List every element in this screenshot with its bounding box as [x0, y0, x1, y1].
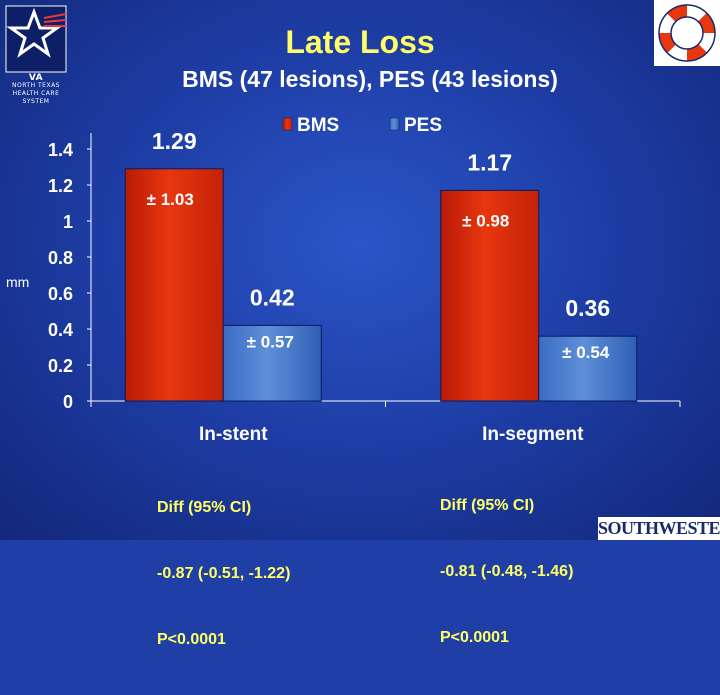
y-tick-label: 0.4 [48, 320, 73, 340]
diff-label: Diff (95% CI) [440, 497, 535, 514]
y-tick-label: 1.2 [48, 176, 73, 196]
bar-sd-label: ± 0.98 [462, 211, 509, 230]
va-logo-line: SYSTEM [22, 98, 50, 105]
va-logo: VA NORTH TEXAS HEALTH CARE SYSTEM [4, 4, 68, 116]
diff-annotation-in-segment: Diff (95% CI) -0.81 (-0.48, -1.46) P<0.0… [440, 451, 573, 693]
bar-chart: 0 0.2 0.4 0.6 0.8 1 1.2 1.4 mm 1.29 ± 1.03 0.42 ± 0.… [6, 115, 681, 445]
bar-value-label: 0.36 [565, 295, 610, 321]
y-tick-label: 0.6 [48, 284, 73, 304]
star-icon [5, 5, 67, 73]
y-axis-label: mm [6, 274, 29, 290]
diff-p-value: P<0.0001 [157, 631, 226, 648]
bar-value-label: 1.17 [467, 149, 512, 175]
legend-label-bms: BMS [297, 115, 339, 136]
x-tick-label: In-segment [482, 424, 584, 445]
va-logo-text: VA NORTH TEXAS HEALTH CARE SYSTEM [6, 74, 66, 106]
southwestern-logo: SOUTHWESTERN [598, 517, 720, 540]
y-tick-label: 1.4 [48, 140, 73, 160]
legend-swatch-pes [389, 117, 400, 131]
va-logo-line: NORTH TEXAS [11, 82, 60, 89]
bar-sd-label: ± 1.03 [147, 190, 194, 209]
bar-value-label: 1.29 [152, 128, 197, 154]
page-subtitle: BMS (47 lesions), PES (43 lesions) [182, 66, 558, 92]
legend-label-pes: PES [404, 115, 442, 136]
va-logo-line: HEALTH CARE [12, 90, 60, 97]
bar-bms-in-segment [440, 189, 540, 402]
bar-sd-label: ± 0.57 [247, 332, 294, 351]
diff-p-value: P<0.0001 [440, 629, 509, 646]
legend-swatch-bms [282, 117, 293, 131]
diff-annotation-in-stent: Diff (95% CI) -0.87 (-0.51, -1.22) P<0.0… [157, 453, 290, 695]
y-tick-label: 0.2 [48, 356, 73, 376]
va-logo-line: VA [28, 73, 44, 83]
diff-label: Diff (95% CI) [157, 499, 252, 516]
y-tick-label: 1 [63, 212, 73, 232]
diff-ci: -0.81 (-0.48, -1.46) [440, 563, 574, 580]
bar-sd-label: ± 0.54 [562, 343, 610, 362]
bar-pes-in-segment [538, 335, 638, 402]
lifebuoy-logo [654, 0, 720, 66]
bar-bms-in-stent [124, 168, 224, 402]
x-tick-label: In-stent [199, 424, 268, 445]
y-tick-label: 0.8 [48, 248, 73, 268]
lifebuoy-icon [658, 4, 716, 62]
bar-pes-in-stent [222, 324, 322, 402]
slide-background: VA NORTH TEXAS HEALTH CARE SYSTEM Late L… [0, 0, 720, 648]
diff-ci: -0.87 (-0.51, -1.22) [157, 565, 291, 582]
page-title: Late Loss [285, 24, 435, 60]
y-tick-label: 0 [63, 392, 73, 412]
bar-value-label: 0.42 [250, 284, 295, 310]
